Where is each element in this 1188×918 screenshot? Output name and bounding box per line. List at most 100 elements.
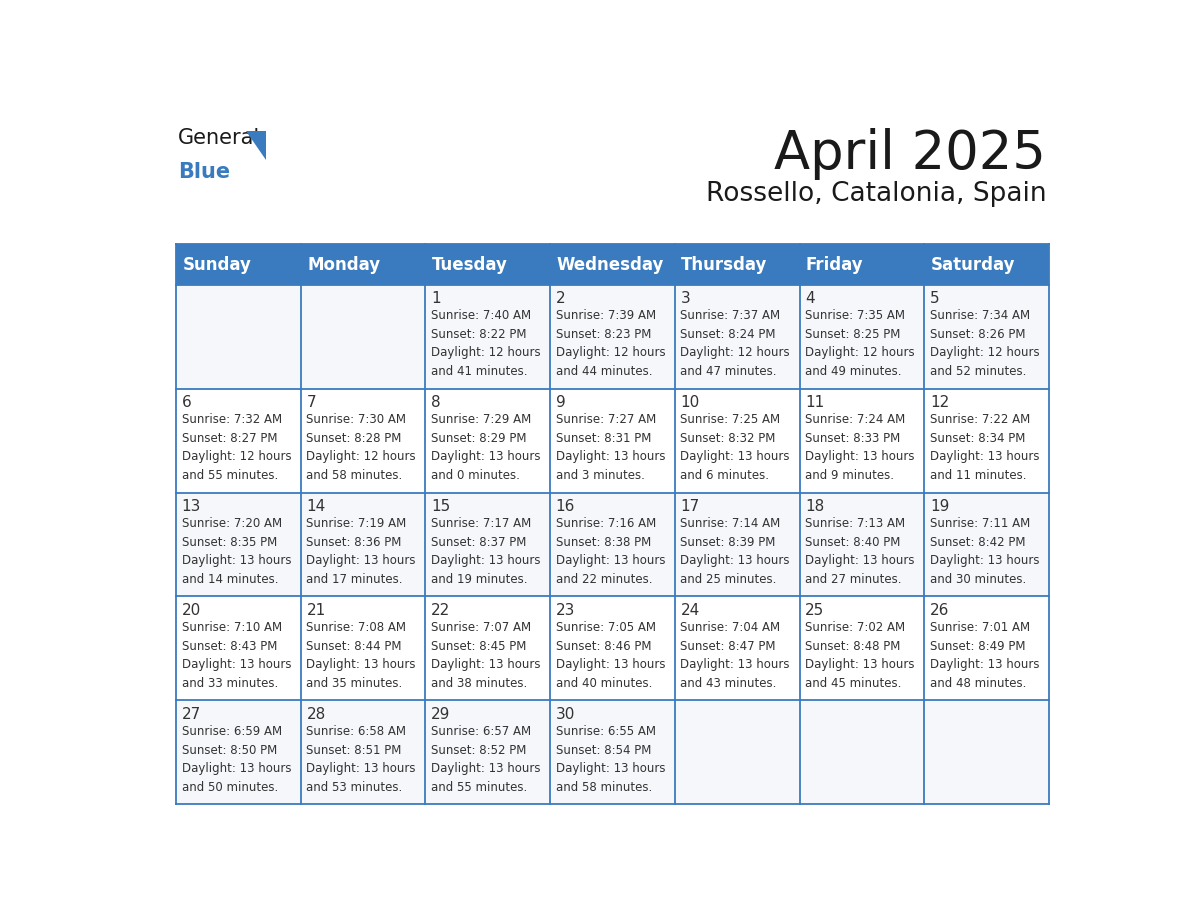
Text: Sunrise: 7:24 AM: Sunrise: 7:24 AM: [805, 413, 905, 426]
Text: Sunset: 8:54 PM: Sunset: 8:54 PM: [556, 744, 651, 756]
Text: Sunset: 8:38 PM: Sunset: 8:38 PM: [556, 536, 651, 549]
Text: and 38 minutes.: and 38 minutes.: [431, 677, 527, 689]
Text: and 55 minutes.: and 55 minutes.: [431, 780, 527, 793]
Text: Sunrise: 7:07 AM: Sunrise: 7:07 AM: [431, 621, 531, 634]
Text: Sunset: 8:40 PM: Sunset: 8:40 PM: [805, 536, 901, 549]
Text: Sunset: 8:27 PM: Sunset: 8:27 PM: [182, 431, 277, 445]
Text: Daylight: 13 hours: Daylight: 13 hours: [182, 658, 291, 671]
Text: Sunset: 8:31 PM: Sunset: 8:31 PM: [556, 431, 651, 445]
Text: Daylight: 12 hours: Daylight: 12 hours: [930, 346, 1040, 360]
Text: Daylight: 12 hours: Daylight: 12 hours: [805, 346, 915, 360]
Bar: [176, 244, 1049, 285]
Text: and 6 minutes.: and 6 minutes.: [681, 469, 770, 482]
Text: Sunrise: 7:01 AM: Sunrise: 7:01 AM: [930, 621, 1030, 634]
Text: 5: 5: [930, 291, 940, 306]
Text: 4: 4: [805, 291, 815, 306]
Text: Sunset: 8:44 PM: Sunset: 8:44 PM: [307, 640, 402, 653]
Text: Sunset: 8:49 PM: Sunset: 8:49 PM: [930, 640, 1025, 653]
Text: Daylight: 13 hours: Daylight: 13 hours: [930, 658, 1040, 671]
Text: Sunset: 8:37 PM: Sunset: 8:37 PM: [431, 536, 526, 549]
Text: 6: 6: [182, 395, 191, 410]
Bar: [176, 700, 1049, 804]
Text: and 43 minutes.: and 43 minutes.: [681, 677, 777, 689]
Text: Sunrise: 7:04 AM: Sunrise: 7:04 AM: [681, 621, 781, 634]
Text: and 30 minutes.: and 30 minutes.: [930, 573, 1026, 586]
Text: Sunset: 8:46 PM: Sunset: 8:46 PM: [556, 640, 651, 653]
Text: 10: 10: [681, 395, 700, 410]
Bar: [176, 493, 1049, 597]
Text: 7: 7: [307, 395, 316, 410]
Text: Sunrise: 6:55 AM: Sunrise: 6:55 AM: [556, 725, 656, 738]
Text: 20: 20: [182, 603, 201, 618]
Text: Daylight: 13 hours: Daylight: 13 hours: [182, 762, 291, 775]
Text: Sunrise: 7:29 AM: Sunrise: 7:29 AM: [431, 413, 531, 426]
Text: 8: 8: [431, 395, 441, 410]
Text: and 9 minutes.: and 9 minutes.: [805, 469, 895, 482]
Text: Sunday: Sunday: [182, 255, 251, 274]
Text: 3: 3: [681, 291, 690, 306]
Text: 15: 15: [431, 498, 450, 514]
Text: and 14 minutes.: and 14 minutes.: [182, 573, 278, 586]
Text: Sunset: 8:29 PM: Sunset: 8:29 PM: [431, 431, 526, 445]
Text: Sunset: 8:51 PM: Sunset: 8:51 PM: [307, 744, 402, 756]
Text: and 47 minutes.: and 47 minutes.: [681, 365, 777, 378]
Text: Sunrise: 7:16 AM: Sunrise: 7:16 AM: [556, 518, 656, 531]
Text: 2: 2: [556, 291, 565, 306]
Text: Friday: Friday: [805, 255, 864, 274]
Text: Sunset: 8:48 PM: Sunset: 8:48 PM: [805, 640, 901, 653]
Text: Sunset: 8:25 PM: Sunset: 8:25 PM: [805, 328, 901, 341]
Text: Daylight: 12 hours: Daylight: 12 hours: [556, 346, 665, 360]
Text: Sunrise: 7:10 AM: Sunrise: 7:10 AM: [182, 621, 282, 634]
Text: Daylight: 13 hours: Daylight: 13 hours: [431, 451, 541, 464]
Text: Daylight: 12 hours: Daylight: 12 hours: [182, 451, 291, 464]
Text: Daylight: 13 hours: Daylight: 13 hours: [556, 554, 665, 567]
Text: Daylight: 12 hours: Daylight: 12 hours: [307, 451, 416, 464]
Text: and 33 minutes.: and 33 minutes.: [182, 677, 278, 689]
Text: Sunset: 8:28 PM: Sunset: 8:28 PM: [307, 431, 402, 445]
Text: Sunrise: 7:27 AM: Sunrise: 7:27 AM: [556, 413, 656, 426]
Text: 16: 16: [556, 498, 575, 514]
Text: Blue: Blue: [178, 162, 230, 182]
Text: Daylight: 13 hours: Daylight: 13 hours: [307, 658, 416, 671]
Text: 9: 9: [556, 395, 565, 410]
Text: and 11 minutes.: and 11 minutes.: [930, 469, 1026, 482]
Text: Sunrise: 7:39 AM: Sunrise: 7:39 AM: [556, 309, 656, 322]
Text: Sunrise: 7:08 AM: Sunrise: 7:08 AM: [307, 621, 406, 634]
Text: Sunrise: 7:17 AM: Sunrise: 7:17 AM: [431, 518, 531, 531]
Text: and 41 minutes.: and 41 minutes.: [431, 365, 527, 378]
Text: Sunrise: 7:40 AM: Sunrise: 7:40 AM: [431, 309, 531, 322]
Text: 11: 11: [805, 395, 824, 410]
Text: Sunset: 8:47 PM: Sunset: 8:47 PM: [681, 640, 776, 653]
Text: 29: 29: [431, 707, 450, 722]
Text: Daylight: 13 hours: Daylight: 13 hours: [805, 451, 915, 464]
Text: Sunrise: 7:14 AM: Sunrise: 7:14 AM: [681, 518, 781, 531]
Text: Sunset: 8:24 PM: Sunset: 8:24 PM: [681, 328, 776, 341]
Text: General: General: [178, 128, 260, 148]
Text: Sunset: 8:42 PM: Sunset: 8:42 PM: [930, 536, 1025, 549]
Text: 28: 28: [307, 707, 326, 722]
Text: Sunset: 8:50 PM: Sunset: 8:50 PM: [182, 744, 277, 756]
Text: Daylight: 13 hours: Daylight: 13 hours: [556, 658, 665, 671]
Text: and 52 minutes.: and 52 minutes.: [930, 365, 1026, 378]
Text: Sunrise: 6:58 AM: Sunrise: 6:58 AM: [307, 725, 406, 738]
Text: Daylight: 13 hours: Daylight: 13 hours: [556, 762, 665, 775]
Text: Rossello, Catalonia, Spain: Rossello, Catalonia, Spain: [706, 181, 1047, 207]
Text: Daylight: 12 hours: Daylight: 12 hours: [681, 346, 790, 360]
Text: Sunrise: 7:02 AM: Sunrise: 7:02 AM: [805, 621, 905, 634]
Text: and 50 minutes.: and 50 minutes.: [182, 780, 278, 793]
Text: Daylight: 13 hours: Daylight: 13 hours: [431, 762, 541, 775]
Text: Sunset: 8:23 PM: Sunset: 8:23 PM: [556, 328, 651, 341]
Text: 12: 12: [930, 395, 949, 410]
Text: Daylight: 12 hours: Daylight: 12 hours: [431, 346, 541, 360]
Text: Sunset: 8:26 PM: Sunset: 8:26 PM: [930, 328, 1025, 341]
Text: Sunset: 8:45 PM: Sunset: 8:45 PM: [431, 640, 526, 653]
Text: Sunset: 8:32 PM: Sunset: 8:32 PM: [681, 431, 776, 445]
Text: and 58 minutes.: and 58 minutes.: [556, 780, 652, 793]
Text: Sunrise: 7:34 AM: Sunrise: 7:34 AM: [930, 309, 1030, 322]
Text: Daylight: 13 hours: Daylight: 13 hours: [681, 451, 790, 464]
Text: Sunset: 8:22 PM: Sunset: 8:22 PM: [431, 328, 526, 341]
Text: and 27 minutes.: and 27 minutes.: [805, 573, 902, 586]
Text: Sunrise: 7:05 AM: Sunrise: 7:05 AM: [556, 621, 656, 634]
Bar: [176, 285, 1049, 388]
Text: Daylight: 13 hours: Daylight: 13 hours: [182, 554, 291, 567]
